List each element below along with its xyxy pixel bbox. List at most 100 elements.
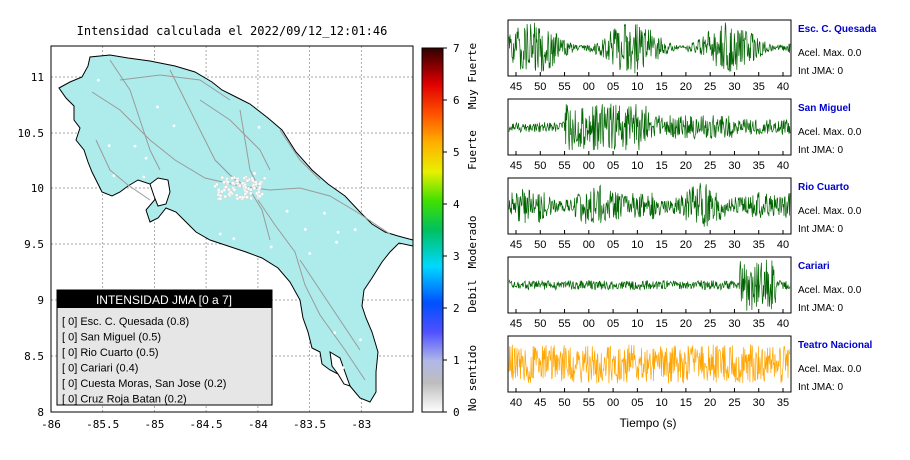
legend-item: [ 0] Cuesta Moras, San Jose (0.2): [62, 378, 226, 390]
waveform-panels: 45 50 55 00 05 10 15 20 25 30 35 40 Esc. C. Quesada A…: [507, 19, 877, 409]
waveform-panel: 40 45 50 55 00 05 10 15 20 25 30 35 Teatro Nacional A…: [507, 335, 872, 409]
golfo-dulce: [329, 351, 351, 387]
waveform-tick-label: 30: [728, 318, 740, 330]
waveform-tick-label: 55: [558, 239, 570, 251]
station-dot: [248, 191, 253, 196]
waveform-tick-label: 45: [510, 81, 522, 93]
station-dot: [258, 182, 262, 186]
map-x-tick-label: -85: [144, 418, 164, 431]
station-dot: [250, 178, 255, 183]
waveform-trace: [508, 259, 791, 311]
station-dot: [375, 120, 379, 124]
waveform-tick-label: 00: [583, 239, 595, 251]
station-dot: [144, 156, 148, 160]
time-axis-label: Tiempo (s): [620, 416, 677, 430]
colorbar-category-labels: Muy Fuerte Fuerte Moderado Debil No sentido: [466, 43, 479, 411]
waveform-tick-label: 30: [753, 397, 765, 409]
waveform-panel: 45 50 55 00 05 10 15 20 25 30 35 40 Cariari Acel. Max…: [507, 256, 862, 330]
int-jma-label: Int JMA: 0: [798, 145, 843, 156]
station-name: Esc. C. Quesada: [798, 24, 877, 35]
road: [269, 187, 391, 235]
station-dot: [218, 196, 223, 201]
station-dot: [82, 200, 86, 204]
station-name: Teatro Nacional: [798, 340, 872, 351]
road: [95, 139, 151, 201]
waveform-tick-label: 25: [728, 397, 740, 409]
map-y-tick-label: 9: [37, 294, 44, 307]
waveform-tick-label: 15: [680, 397, 692, 409]
station-dot: [117, 271, 121, 275]
station-dot: [96, 78, 100, 82]
colorbar-category-label: Moderado: [466, 216, 479, 269]
station-markers: [82, 78, 379, 378]
waveform-tick-label: 00: [607, 397, 619, 409]
station-dot: [258, 194, 262, 198]
colorbar-category-label: Debil: [466, 279, 479, 312]
waveform-tick-label: 50: [534, 239, 546, 251]
map-x-tick-label: -84.5: [190, 418, 223, 431]
legend-item: [ 0] Esc. C. Quesada (0.8): [62, 316, 189, 328]
station-dot: [256, 190, 261, 194]
station-dot: [254, 182, 259, 187]
waveform-tick-label: 25: [704, 318, 716, 330]
waveform-tick-label: 40: [777, 239, 789, 251]
map-axis-ticks: -86 -85.5 -85 -84.5 -84 -83.5 -83 11 10.5 10 9.5 9 8…: [18, 71, 372, 431]
station-dot: [323, 211, 326, 215]
waveform-tick-label: 15: [656, 318, 668, 330]
road: [239, 109, 259, 187]
station-dot: [353, 228, 357, 232]
map-frame: [50, 45, 414, 413]
colorbar-category-label: No sentido: [466, 345, 479, 411]
map-y-tick-label: 8.5: [24, 350, 44, 363]
station-dot: [126, 258, 130, 261]
station-dot: [234, 193, 239, 197]
waveform-tick-label: 00: [583, 81, 595, 93]
station-dot: [243, 185, 248, 190]
station-dot: [213, 184, 217, 189]
station-dot: [222, 180, 226, 185]
station-dot: [262, 176, 267, 181]
road: [279, 129, 321, 181]
waveform-tick-label: 35: [753, 239, 765, 251]
station-dot: [232, 188, 237, 192]
colorbar-tick-label: 5: [453, 146, 460, 159]
station-dot: [245, 178, 250, 183]
station-dot: [91, 210, 95, 213]
station-dot: [290, 103, 293, 107]
station-dot: [249, 196, 253, 201]
waveform-tick-label: 40: [510, 397, 522, 409]
waveform-tick-label: 10: [631, 318, 643, 330]
station-dot: [133, 144, 137, 148]
waveform-panel: 45 50 55 00 05 10 15 20 25 30 35 40 Rio Cuarto Acel. …: [507, 177, 862, 251]
station-dot: [235, 196, 240, 201]
acel-max-label: Acel. Max. 0.0: [798, 364, 862, 375]
waveform-tick-label: 25: [704, 239, 716, 251]
colorbar-category-label: Fuerte: [466, 130, 479, 170]
waveform-tick-label: 35: [753, 81, 765, 93]
station-dot: [365, 82, 368, 86]
waveform-trace: [508, 103, 791, 151]
intensity-colorbar: [421, 47, 444, 413]
legend-item: [ 0] San Miguel (0.5): [62, 332, 161, 344]
station-dot: [335, 240, 338, 244]
int-jma-label: Int JMA: 0: [798, 303, 843, 314]
map-x-tick-label: -86: [41, 418, 61, 431]
station-dot: [342, 176, 346, 180]
station-dot: [333, 331, 337, 335]
station-name: Rio Cuarto: [798, 182, 849, 193]
station-name: San Miguel: [798, 103, 851, 114]
waveform-tick-label: 50: [534, 160, 546, 172]
map-x-tick-label: -85.5: [86, 418, 119, 431]
station-dot: [259, 89, 263, 92]
map-y-tick-label: 11: [31, 71, 44, 84]
station-dot: [242, 176, 247, 180]
station-dot: [260, 192, 265, 196]
waveform-tick-label: 05: [607, 81, 619, 93]
waveform-tick-label: 45: [534, 397, 546, 409]
station-dot: [301, 96, 305, 100]
station-dot: [112, 174, 116, 178]
map-x-tick-label: -83.5: [293, 418, 326, 431]
waveform-tick-label: 05: [631, 397, 643, 409]
waveform-tick-label: 55: [558, 318, 570, 330]
station-dot: [285, 209, 289, 213]
